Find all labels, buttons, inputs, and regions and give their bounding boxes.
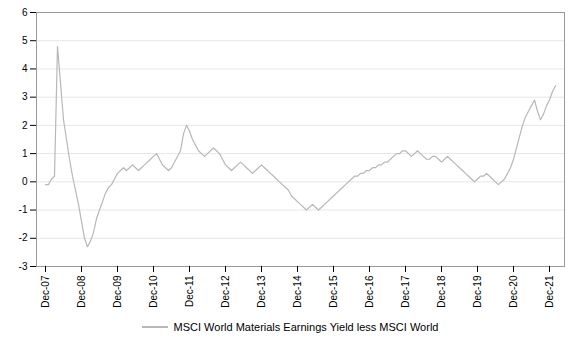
svg-text:Dec-21: Dec-21 <box>544 275 555 308</box>
svg-text:Dec-16: Dec-16 <box>364 275 375 308</box>
svg-text:4: 4 <box>22 63 28 74</box>
svg-text:5: 5 <box>22 35 28 46</box>
svg-text:Dec-15: Dec-15 <box>328 275 339 308</box>
svg-text:Dec-08: Dec-08 <box>76 275 87 308</box>
svg-text:3: 3 <box>22 91 28 102</box>
svg-text:Dec-19: Dec-19 <box>472 275 483 308</box>
svg-text:Dec-12: Dec-12 <box>220 275 231 308</box>
svg-text:0: 0 <box>22 176 28 187</box>
svg-text:6: 6 <box>22 7 28 18</box>
svg-text:Dec-07: Dec-07 <box>40 275 51 308</box>
svg-text:Dec-11: Dec-11 <box>184 275 195 307</box>
svg-text:2: 2 <box>22 120 28 131</box>
svg-text:Dec-14: Dec-14 <box>292 275 303 308</box>
svg-text:-1: -1 <box>19 204 28 215</box>
svg-text:-2: -2 <box>19 232 28 243</box>
svg-text:Dec-10: Dec-10 <box>148 275 159 308</box>
html-text:MSCI World Materials Earnings: MSCI World Materials Earnings Yield less… <box>173 321 439 333</box>
svg-text:-3: -3 <box>19 261 28 272</box>
svg-text:Dec-17: Dec-17 <box>400 275 411 308</box>
svg-text:Dec-20: Dec-20 <box>508 275 519 308</box>
svg-text:Dec-13: Dec-13 <box>256 275 267 308</box>
svg-text:Dec-18: Dec-18 <box>436 275 447 308</box>
svg-text:Dec-09: Dec-09 <box>112 275 123 308</box>
svg-text:1: 1 <box>22 148 28 159</box>
